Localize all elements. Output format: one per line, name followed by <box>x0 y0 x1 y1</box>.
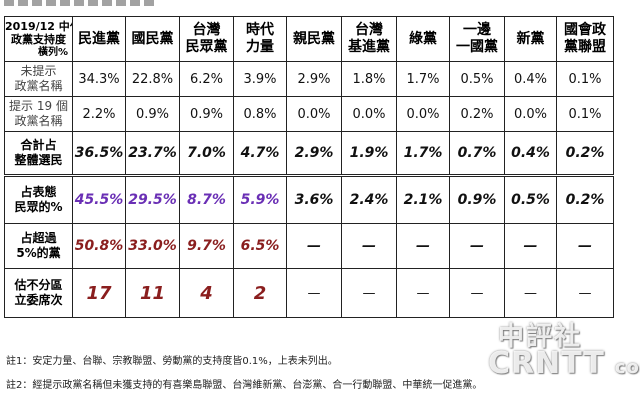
table-cell: 0.9% <box>449 174 505 224</box>
table-cell: 22.8% <box>125 61 180 97</box>
table-cell: 50.8% <box>72 223 126 269</box>
row-label: 占表態 民眾的% <box>4 174 73 224</box>
table-cell: 0.2% <box>449 96 505 132</box>
table-cell: 7.0% <box>179 131 234 176</box>
cropped-title-strip <box>0 0 640 16</box>
table-cell: 3.9% <box>233 61 287 97</box>
table-cell: 0.9% <box>125 96 180 132</box>
table-cell: 6.2% <box>179 61 234 97</box>
col-header-pfp: 親民黨 <box>286 16 342 62</box>
footnote-2: 註2：經提示政黨名稱但未獲支持的有喜樂島聯盟、台灣維新黨、台澎黨、合一行動聯盟、… <box>6 380 483 391</box>
table-cell: 3.6% <box>286 174 342 224</box>
corner-title: 政黨支持度 <box>11 32 66 46</box>
table-cell: 11 <box>125 268 180 318</box>
table-cell: 9.7% <box>179 223 234 269</box>
table-cell: — <box>396 268 450 318</box>
table-cell: 34.3% <box>72 61 126 97</box>
col-header-kmt: 國民黨 <box>125 16 180 62</box>
row-label: 未提示 政黨名稱 <box>4 61 73 97</box>
col-header-newparty: 新黨 <box>504 16 557 62</box>
col-header-tpp: 台灣 民眾黨 <box>179 16 234 62</box>
col-header-dpp: 民進黨 <box>72 16 126 62</box>
row-label: 占超過 5%的黨 <box>4 223 73 269</box>
table-row-decided-share: 占表態 民眾的% 45.5% 29.5% 8.7% 5.9% 3.6% 2.4% … <box>4 174 614 224</box>
table-cell: 0.0% <box>341 96 397 132</box>
watermark-cn-text: 中評社 <box>498 322 583 352</box>
col-header-green: 綠黨 <box>396 16 450 62</box>
table-cell: 1.7% <box>396 131 450 176</box>
table-cell: 0.5% <box>504 174 557 224</box>
table-cell: 0.8% <box>233 96 287 132</box>
table-cell: 0.4% <box>504 131 557 176</box>
col-header-tsp: 台灣 基進黨 <box>341 16 397 62</box>
table-cell: — <box>504 268 557 318</box>
table-cell: 2.2% <box>72 96 126 132</box>
table-cell: 1.7% <box>396 61 450 97</box>
table-cell: 45.5% <box>72 174 126 224</box>
table-cell: 2.9% <box>286 131 342 176</box>
table-row-unprompted: 未提示 政黨名稱 34.3% 22.8% 6.2% 3.9% 2.9% 1.8% … <box>4 61 614 97</box>
table-cell: — <box>504 223 557 269</box>
table-cell: — <box>449 268 505 318</box>
table-cell: 0.2% <box>556 174 614 224</box>
table-cell: 0.5% <box>449 61 505 97</box>
table-cell: 0.7% <box>449 131 505 176</box>
col-header-npp: 時代 力量 <box>233 16 287 62</box>
table-cell: 4.7% <box>233 131 287 176</box>
cropped-title-fragment <box>4 0 154 6</box>
row-label: 估不分區 立委席次 <box>4 268 73 318</box>
table-row-prompted: 提示 19 個政黨名稱 2.2% 0.9% 0.9% 0.8% 0.0% 0.0… <box>4 96 614 132</box>
table-cell: 2 <box>233 268 287 318</box>
col-header-cup: 國會政 黨聯盟 <box>556 16 614 62</box>
table-cell: 2.9% <box>286 61 342 97</box>
table-cell: 2.1% <box>396 174 450 224</box>
table-cell: 36.5% <box>72 131 126 176</box>
row-label: 提示 19 個政黨名稱 <box>4 96 73 132</box>
table-row-seat-estimate: 估不分區 立委席次 17 11 4 2 — — — — — — <box>4 268 614 318</box>
table-cell: 0.0% <box>504 96 557 132</box>
corner-date: 2019/12 中旬 <box>5 19 72 33</box>
table-cell: 33.0% <box>125 223 180 269</box>
table-cell: 0.4% <box>504 61 557 97</box>
table-cell: 0.1% <box>556 61 614 97</box>
table-cell: 1.8% <box>341 61 397 97</box>
col-header-oneside: 一邊 一國黨 <box>449 16 505 62</box>
table-cell: 6.5% <box>233 223 287 269</box>
table-cell: — <box>286 268 342 318</box>
corner-unit: 橫列% <box>37 46 68 58</box>
table-row-over-five-percent: 占超過 5%的黨 50.8% 33.0% 9.7% 6.5% — — — — — … <box>4 223 614 269</box>
footnote-1: 註1：安定力量、台聯、宗教聯盟、勞動黨的支持度皆0.1%，上表未列出。 <box>6 356 338 367</box>
table-cell: 0.0% <box>286 96 342 132</box>
table-cell: 4 <box>179 268 234 318</box>
table-row-total: 合計占 整體選民 36.5% 23.7% 7.0% 4.7% 2.9% 1.9% … <box>4 131 614 176</box>
table-cell: 5.9% <box>233 174 287 224</box>
table-cell: 2.4% <box>341 174 397 224</box>
table-cell: 0.0% <box>396 96 450 132</box>
crntt-watermark: 中評社 CRNTTcom <box>488 316 640 411</box>
table-cell: — <box>556 223 614 269</box>
table-cell: — <box>556 268 614 318</box>
table-cell: — <box>286 223 342 269</box>
row-label: 合計占 整體選民 <box>4 131 73 176</box>
table-cell: — <box>396 223 450 269</box>
table-cell: 0.9% <box>179 96 234 132</box>
watermark-en-text: CRNTTcom <box>488 346 640 381</box>
table-cell: 1.9% <box>341 131 397 176</box>
table-cell: — <box>341 268 397 318</box>
table-cell: 0.1% <box>556 96 614 132</box>
table-cell: 29.5% <box>125 174 180 224</box>
corner-cell: 2019/12 中旬 政黨支持度 橫列% <box>4 16 73 62</box>
table-cell: 23.7% <box>125 131 180 176</box>
table-cell: 17 <box>72 268 126 318</box>
table-cell: 0.2% <box>556 131 614 176</box>
table-cell: 8.7% <box>179 174 234 224</box>
table-cell: — <box>449 223 505 269</box>
table-cell: — <box>341 223 397 269</box>
